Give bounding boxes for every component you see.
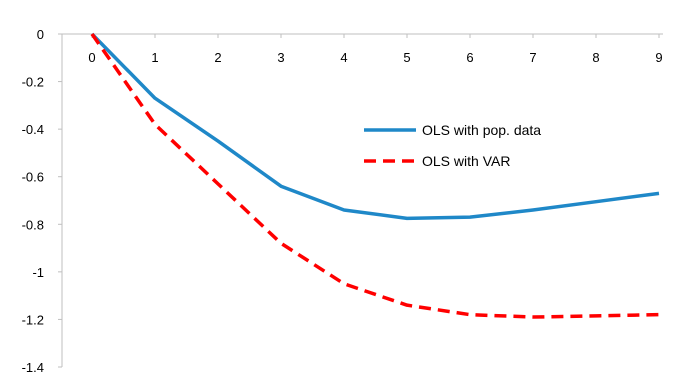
series-line-1: [90, 32, 660, 221]
x-tick-label: 2: [214, 50, 221, 65]
axes: 0 -0.2 -0.4 -0.6 -0.8 -1 -1.2 -1.4 0 1 2 3 4 5 6 7 8 9: [22, 27, 663, 375]
y-tick-label: -0.2: [22, 75, 44, 90]
x-tick-label: 0: [88, 50, 95, 65]
x-tick-label: 7: [529, 50, 536, 65]
legend-label-2: OLS with VAR: [422, 153, 510, 169]
y-axis-ticks: 0 -0.2 -0.4 -0.6 -0.8 -1 -1.2 -1.4: [22, 27, 62, 375]
y-tick-label: -0.8: [22, 217, 44, 232]
series-line-2: [90, 32, 660, 319]
y-tick-label: -1.4: [22, 360, 44, 375]
legend: OLS with pop. data OLS with VAR: [364, 122, 541, 169]
x-tick-label: 6: [466, 50, 473, 65]
x-tick-label: 4: [340, 50, 347, 65]
x-axis-ticks: 0 1 2 3 4 5 6 7 8 9: [88, 34, 663, 65]
y-tick-label: -0.4: [22, 122, 44, 137]
x-tick-label: 5: [403, 50, 410, 65]
y-tick-label: -1.2: [22, 312, 44, 327]
y-tick-label: -0.6: [22, 170, 44, 185]
x-tick-label: 8: [592, 50, 599, 65]
x-tick-label: 9: [655, 50, 662, 65]
legend-label-1: OLS with pop. data: [422, 122, 541, 138]
x-tick-label: 3: [277, 50, 284, 65]
x-tick-label: 1: [151, 50, 158, 65]
y-tick-label: -1: [32, 265, 44, 280]
y-tick-label: 0: [37, 27, 44, 42]
series-group: [90, 32, 660, 319]
